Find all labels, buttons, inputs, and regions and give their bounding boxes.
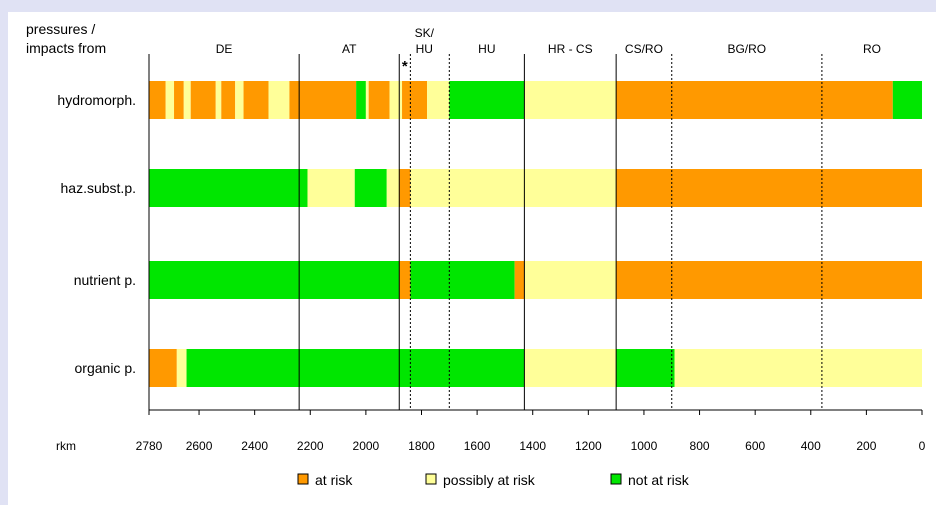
- x-axis-label: rkm: [56, 439, 76, 453]
- bar-segment-hydromorph-16: [427, 81, 450, 119]
- bars-layer: [149, 81, 922, 387]
- bar-segment-hydromorph-14: [389, 81, 403, 119]
- bar-segment-hydromorph-4: [190, 81, 216, 119]
- x-axis: 2780 2600 2400 2200 2000 1800 1600 1400 1200 1000…: [136, 54, 926, 453]
- x-tick-label-1800: 1800: [408, 439, 435, 453]
- chart-frame: pressures / impacts from rkm 2780 2600 240…: [8, 12, 936, 505]
- row-label-haz-subst-p: haz.subst.p.: [61, 180, 137, 196]
- bar-segment-nutrient-p-2: [410, 261, 515, 299]
- bar-segment-hydromorph-7: [235, 81, 244, 119]
- bar-segment-haz-subst-p-0: [149, 169, 308, 207]
- bar-segment-hydromorph-13: [368, 81, 390, 119]
- bar-segment-hydromorph-3: [183, 81, 191, 119]
- bar-segment-organic-p-2: [186, 349, 525, 387]
- bar-segment-organic-p-3: [524, 349, 617, 387]
- bar-segment-hydromorph-15: [402, 81, 428, 119]
- bar-segment-hydromorph-19: [616, 81, 893, 119]
- bar-segment-haz-subst-p-4: [399, 169, 411, 207]
- x-tick-label-2780: 2780: [136, 439, 163, 453]
- bar-segment-hydromorph-9: [268, 81, 290, 119]
- bar-segment-organic-p-0: [149, 349, 177, 387]
- bar-segment-organic-p-5: [674, 349, 922, 387]
- bar-segment-nutrient-p-0: [149, 261, 400, 299]
- x-tick-label-2200: 2200: [297, 439, 324, 453]
- bar-segment-haz-subst-p-5: [410, 169, 617, 207]
- x-tick-label-1000: 1000: [631, 439, 658, 453]
- legend-label-possibly-at-risk: possibly at risk: [443, 472, 536, 488]
- bar-segment-hydromorph-2: [174, 81, 184, 119]
- risk-chart: pressures / impacts from rkm 2780 2600 240…: [26, 21, 926, 488]
- region-label-sk-hu: SK/HU: [415, 26, 435, 56]
- corner-label-line2: impacts from: [26, 40, 106, 56]
- bar-segment-nutrient-p-5: [616, 261, 922, 299]
- x-tick-label-1200: 1200: [575, 439, 602, 453]
- region-label-hu: HU: [478, 42, 495, 56]
- x-tick-label-200: 200: [856, 439, 876, 453]
- x-tick-label-800: 800: [690, 439, 710, 453]
- bar-segment-hydromorph-6: [221, 81, 236, 119]
- legend-label-not-at-risk: not at risk: [628, 472, 690, 488]
- bar-segment-haz-subst-p-6: [616, 169, 922, 207]
- bar-segment-hydromorph-11: [356, 81, 366, 119]
- region-label-bg-ro: BG/RO: [727, 42, 766, 56]
- bar-segment-hydromorph-18: [524, 81, 617, 119]
- bar-segment-hydromorph-5: [215, 81, 222, 119]
- bar-segment-hydromorph-10: [289, 81, 357, 119]
- legend-swatch-not-at-risk: [610, 473, 622, 485]
- corner-label-line1: pressures /: [26, 21, 95, 37]
- legend: at risk possibly at risk not at risk: [297, 472, 690, 488]
- chart-labels-layer: hydromorph. haz.subst.p. nutrient p. organi…: [57, 26, 881, 376]
- bar-segment-organic-p-4: [616, 349, 675, 387]
- x-tick-label-1600: 1600: [464, 439, 491, 453]
- x-tick-label-600: 600: [745, 439, 765, 453]
- asterisk-marker: *: [402, 58, 408, 75]
- bar-segment-hydromorph-8: [243, 81, 269, 119]
- row-label-nutrient-p: nutrient p.: [74, 272, 136, 288]
- legend-swatch-possibly-at-risk: [425, 473, 437, 485]
- x-tick-label-1400: 1400: [519, 439, 546, 453]
- bar-segment-hydromorph-17: [449, 81, 525, 119]
- x-tick-label-400: 400: [801, 439, 821, 453]
- row-label-hydromorph: hydromorph.: [57, 92, 136, 108]
- x-tick-label-2400: 2400: [241, 439, 268, 453]
- region-label-cs-ro: CS/RO: [625, 42, 663, 56]
- bar-segment-hydromorph-1: [165, 81, 175, 119]
- bar-segment-hydromorph-12: [365, 81, 369, 119]
- bar-segment-haz-subst-p-2: [354, 169, 387, 207]
- boundary-lines-layer: [298, 54, 823, 410]
- legend-label-at-risk: at risk: [315, 472, 353, 488]
- x-tick-label-0: 0: [919, 439, 926, 453]
- bar-segment-nutrient-p-4: [524, 261, 617, 299]
- x-tick-label-2600: 2600: [186, 439, 213, 453]
- x-tick-label-2000: 2000: [353, 439, 380, 453]
- region-label-ro: RO: [863, 42, 881, 56]
- region-label-at: AT: [342, 42, 357, 56]
- legend-swatch-at-risk: [297, 473, 309, 485]
- region-label-de: DE: [216, 42, 233, 56]
- bar-segment-hydromorph-20: [892, 81, 922, 119]
- bar-segment-organic-p-1: [176, 349, 187, 387]
- bar-segment-haz-subst-p-1: [307, 169, 355, 207]
- bar-segment-haz-subst-p-3: [386, 169, 400, 207]
- bar-segment-nutrient-p-1: [399, 261, 411, 299]
- bar-segment-nutrient-p-3: [514, 261, 525, 299]
- row-label-organic-p: organic p.: [75, 360, 136, 376]
- bar-segment-hydromorph-0: [149, 81, 166, 119]
- region-label-hr-cs: HR - CS: [548, 42, 593, 56]
